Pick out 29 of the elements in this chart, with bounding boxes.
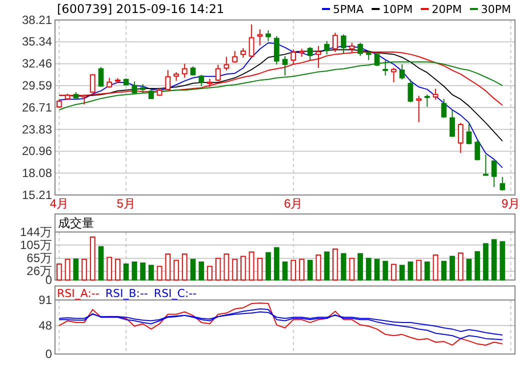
y-tick-label: 91 (38, 292, 52, 307)
y-tick-label: 65万 (26, 251, 52, 266)
y-tick-label: 105万 (20, 238, 52, 252)
series-label: RSI_C:-- (154, 287, 197, 300)
y-tick-label: 20.96 (22, 144, 52, 158)
y-tick-label: 38.21 (22, 12, 52, 27)
y-tick-label: 35.34 (22, 34, 52, 49)
legend-label: 10PM (382, 3, 413, 16)
y-tick-label: 0 (45, 272, 52, 287)
y-tick-label: 0 (45, 346, 52, 361)
y-tick-label: 29.59 (22, 78, 52, 92)
x-tick-label: 6月 (284, 196, 303, 211)
y-tick-label: 144万 (20, 224, 52, 239)
series-label: RSI_B:-- (105, 287, 148, 300)
x-tick-label: 5月 (116, 196, 136, 211)
y-tick-label: 26.71 (22, 100, 52, 114)
y-tick-label: 23.83 (22, 122, 52, 136)
x-tick-label: 9月 (501, 196, 520, 211)
y-tick-label: 15.21 (22, 188, 52, 202)
chart-title: [600739] 2015-09-16 14:21 (57, 2, 224, 16)
legend-label: 30PM (480, 3, 512, 16)
legend-label: 5PMA (333, 3, 364, 16)
y-tick-label: 48 (38, 318, 52, 332)
series-label: RSI_A:-- (57, 287, 100, 300)
x-tick-label: 4月 (50, 196, 69, 211)
y-tick-label: 32.46 (22, 56, 52, 71)
y-tick-label: 18.08 (22, 166, 52, 180)
chart-title: 成交量 (58, 216, 94, 230)
legend-label: 20PM (432, 3, 462, 16)
